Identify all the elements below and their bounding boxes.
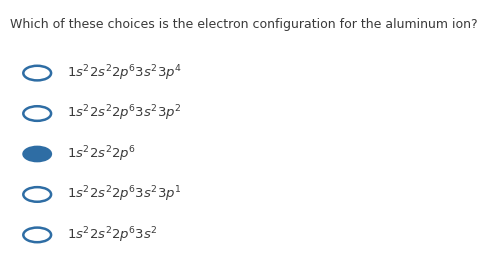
Text: $1s^22s^22p^63s^2$: $1s^22s^22p^63s^2$ (67, 225, 158, 245)
Text: $1s^22s^22p^63s^23p^1$: $1s^22s^22p^63s^23p^1$ (67, 185, 182, 204)
Circle shape (23, 66, 51, 80)
Circle shape (23, 147, 51, 161)
Circle shape (23, 106, 51, 121)
Text: Which of these choices is the electron configuration for the aluminum ion?: Which of these choices is the electron c… (10, 18, 478, 31)
Text: $1s^22s^22p^63s^23p^4$: $1s^22s^22p^63s^23p^4$ (67, 63, 182, 83)
Text: $1s^22s^22p^63s^23p^2$: $1s^22s^22p^63s^23p^2$ (67, 104, 182, 123)
Text: $1s^22s^22p^6$: $1s^22s^22p^6$ (67, 144, 136, 164)
Circle shape (23, 187, 51, 202)
Circle shape (23, 228, 51, 242)
